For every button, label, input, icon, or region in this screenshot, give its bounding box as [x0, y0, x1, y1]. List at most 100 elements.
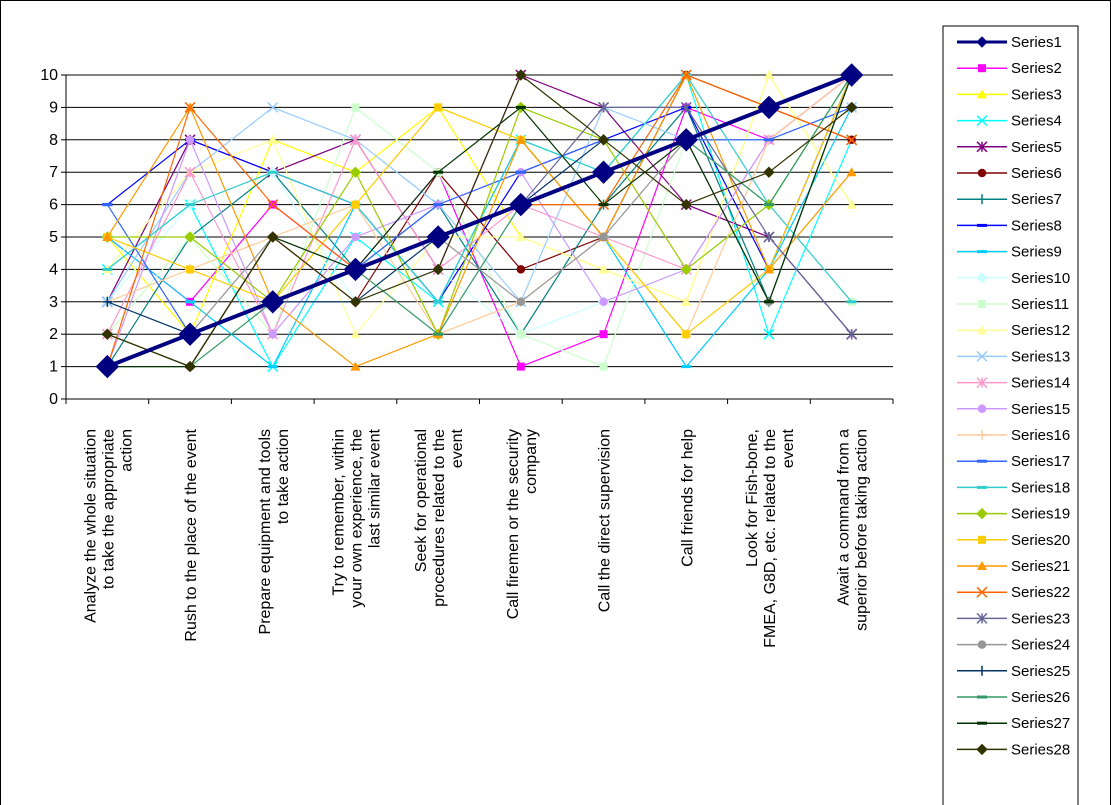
legend-label: Series14 — [1011, 375, 1070, 392]
data-point — [515, 170, 526, 174]
legend-marker — [976, 36, 988, 48]
legend-entry: Series26 — [957, 689, 1070, 706]
data-point — [599, 297, 608, 307]
data-point — [349, 134, 361, 146]
x-category-label-line: Analyze the whole situation — [82, 429, 99, 623]
data-point — [101, 328, 114, 340]
legend-marker — [977, 640, 987, 649]
legend-marker — [977, 325, 987, 335]
data-point — [433, 332, 444, 336]
data-point — [680, 198, 692, 211]
x-category-label-line: Call firemen or the security — [505, 429, 522, 619]
x-category-label: Call friends for help — [679, 429, 696, 567]
legend-label: Series20 — [1011, 532, 1070, 549]
legend-entry: Series9 — [957, 244, 1062, 261]
legend-label: Series21 — [1011, 558, 1070, 575]
data-point — [426, 225, 450, 249]
y-tick-label: 0 — [49, 391, 58, 408]
data-point — [846, 199, 857, 209]
y-tick-label: 1 — [49, 359, 58, 376]
data-point — [433, 170, 444, 174]
legend-entry: Series28 — [957, 741, 1070, 758]
legend-marker — [977, 485, 987, 489]
x-category-label-line: event — [780, 428, 797, 468]
legend-label: Series25 — [1011, 663, 1070, 680]
data-point — [185, 300, 196, 304]
data-point — [598, 203, 609, 207]
legend-entry: Series21 — [957, 558, 1070, 575]
legend-label: Series15 — [1011, 401, 1070, 418]
data-point — [515, 105, 526, 109]
legend-label: Series10 — [1011, 270, 1070, 287]
series-line — [107, 74, 853, 368]
legend-marker — [977, 223, 987, 227]
legend-label: Series19 — [1011, 506, 1070, 523]
data-point — [268, 329, 277, 339]
x-category-label-line: Call the direct supervision — [597, 429, 614, 612]
legend-marker — [978, 64, 986, 73]
data-point — [184, 101, 196, 113]
legend-entry: Series22 — [957, 584, 1070, 601]
x-category-label-line: Try to remember, within — [330, 429, 347, 596]
y-tick-label: 3 — [49, 294, 58, 311]
data-point — [599, 232, 608, 242]
legend-marker — [977, 721, 987, 725]
data-point — [351, 200, 360, 209]
x-category-label: Await a command from a superior before ta… — [836, 429, 871, 631]
data-point — [184, 231, 196, 243]
legend-entry: Series23 — [957, 610, 1070, 627]
legend-entry: Series15 — [957, 401, 1070, 418]
legend-marker — [976, 141, 988, 153]
x-category-label: Analyze the whole situation to take the a… — [82, 429, 135, 623]
legend-label: Series16 — [1011, 427, 1070, 444]
legend-entry: Series10 — [957, 270, 1070, 287]
data-point — [757, 95, 781, 120]
data-point — [599, 330, 608, 339]
legend-marker — [977, 665, 987, 676]
data-point — [184, 166, 196, 178]
data-point — [515, 134, 526, 144]
data-point — [682, 330, 691, 339]
x-category-label-line: company — [523, 429, 540, 494]
legend-label: Series18 — [1011, 479, 1070, 496]
x-category-label-line: FMEA, G8D, etc. related to the — [762, 429, 779, 648]
data-point — [351, 232, 360, 242]
data-point — [516, 362, 525, 371]
legend-label: Series9 — [1011, 244, 1062, 261]
x-category-label-line: to take the appropriate — [100, 429, 117, 589]
x-category-label-line: event — [449, 428, 466, 468]
data-point — [681, 365, 692, 369]
legend-box — [942, 25, 1079, 805]
x-category-label: Call the direct supervision — [597, 429, 614, 612]
legend-label: Series4 — [1011, 113, 1062, 130]
legend-marker — [976, 507, 988, 520]
x-category-label: Call firemen or the security company — [505, 429, 540, 619]
legend-label: Series13 — [1011, 348, 1070, 365]
y-tick-label: 8 — [49, 132, 58, 149]
legend-entry: Series12 — [957, 322, 1070, 339]
data-point — [845, 101, 858, 114]
legend-label: Series11 — [1011, 296, 1069, 313]
data-point — [763, 231, 775, 243]
y-tick-label: 7 — [49, 164, 58, 181]
legend-marker — [977, 194, 987, 205]
legend-marker — [976, 350, 988, 362]
legend-entry: Series19 — [957, 506, 1070, 523]
y-tick-label: 4 — [49, 261, 58, 278]
data-point — [763, 203, 774, 207]
y-tick-label: 2 — [49, 326, 58, 343]
legend-label: Series28 — [1011, 741, 1070, 758]
legend-marker — [976, 586, 988, 598]
legend-label: Series24 — [1011, 637, 1070, 654]
data-point — [674, 128, 698, 152]
data-point — [846, 328, 858, 340]
data-point — [846, 134, 858, 146]
legend-entry: Series5 — [957, 139, 1062, 156]
data-point — [350, 329, 361, 339]
data-point — [846, 167, 857, 177]
data-point — [434, 103, 443, 112]
data-point — [267, 101, 279, 113]
legend-entry: Series2 — [957, 60, 1062, 77]
x-category-label-line: Seek for operational — [413, 429, 430, 572]
